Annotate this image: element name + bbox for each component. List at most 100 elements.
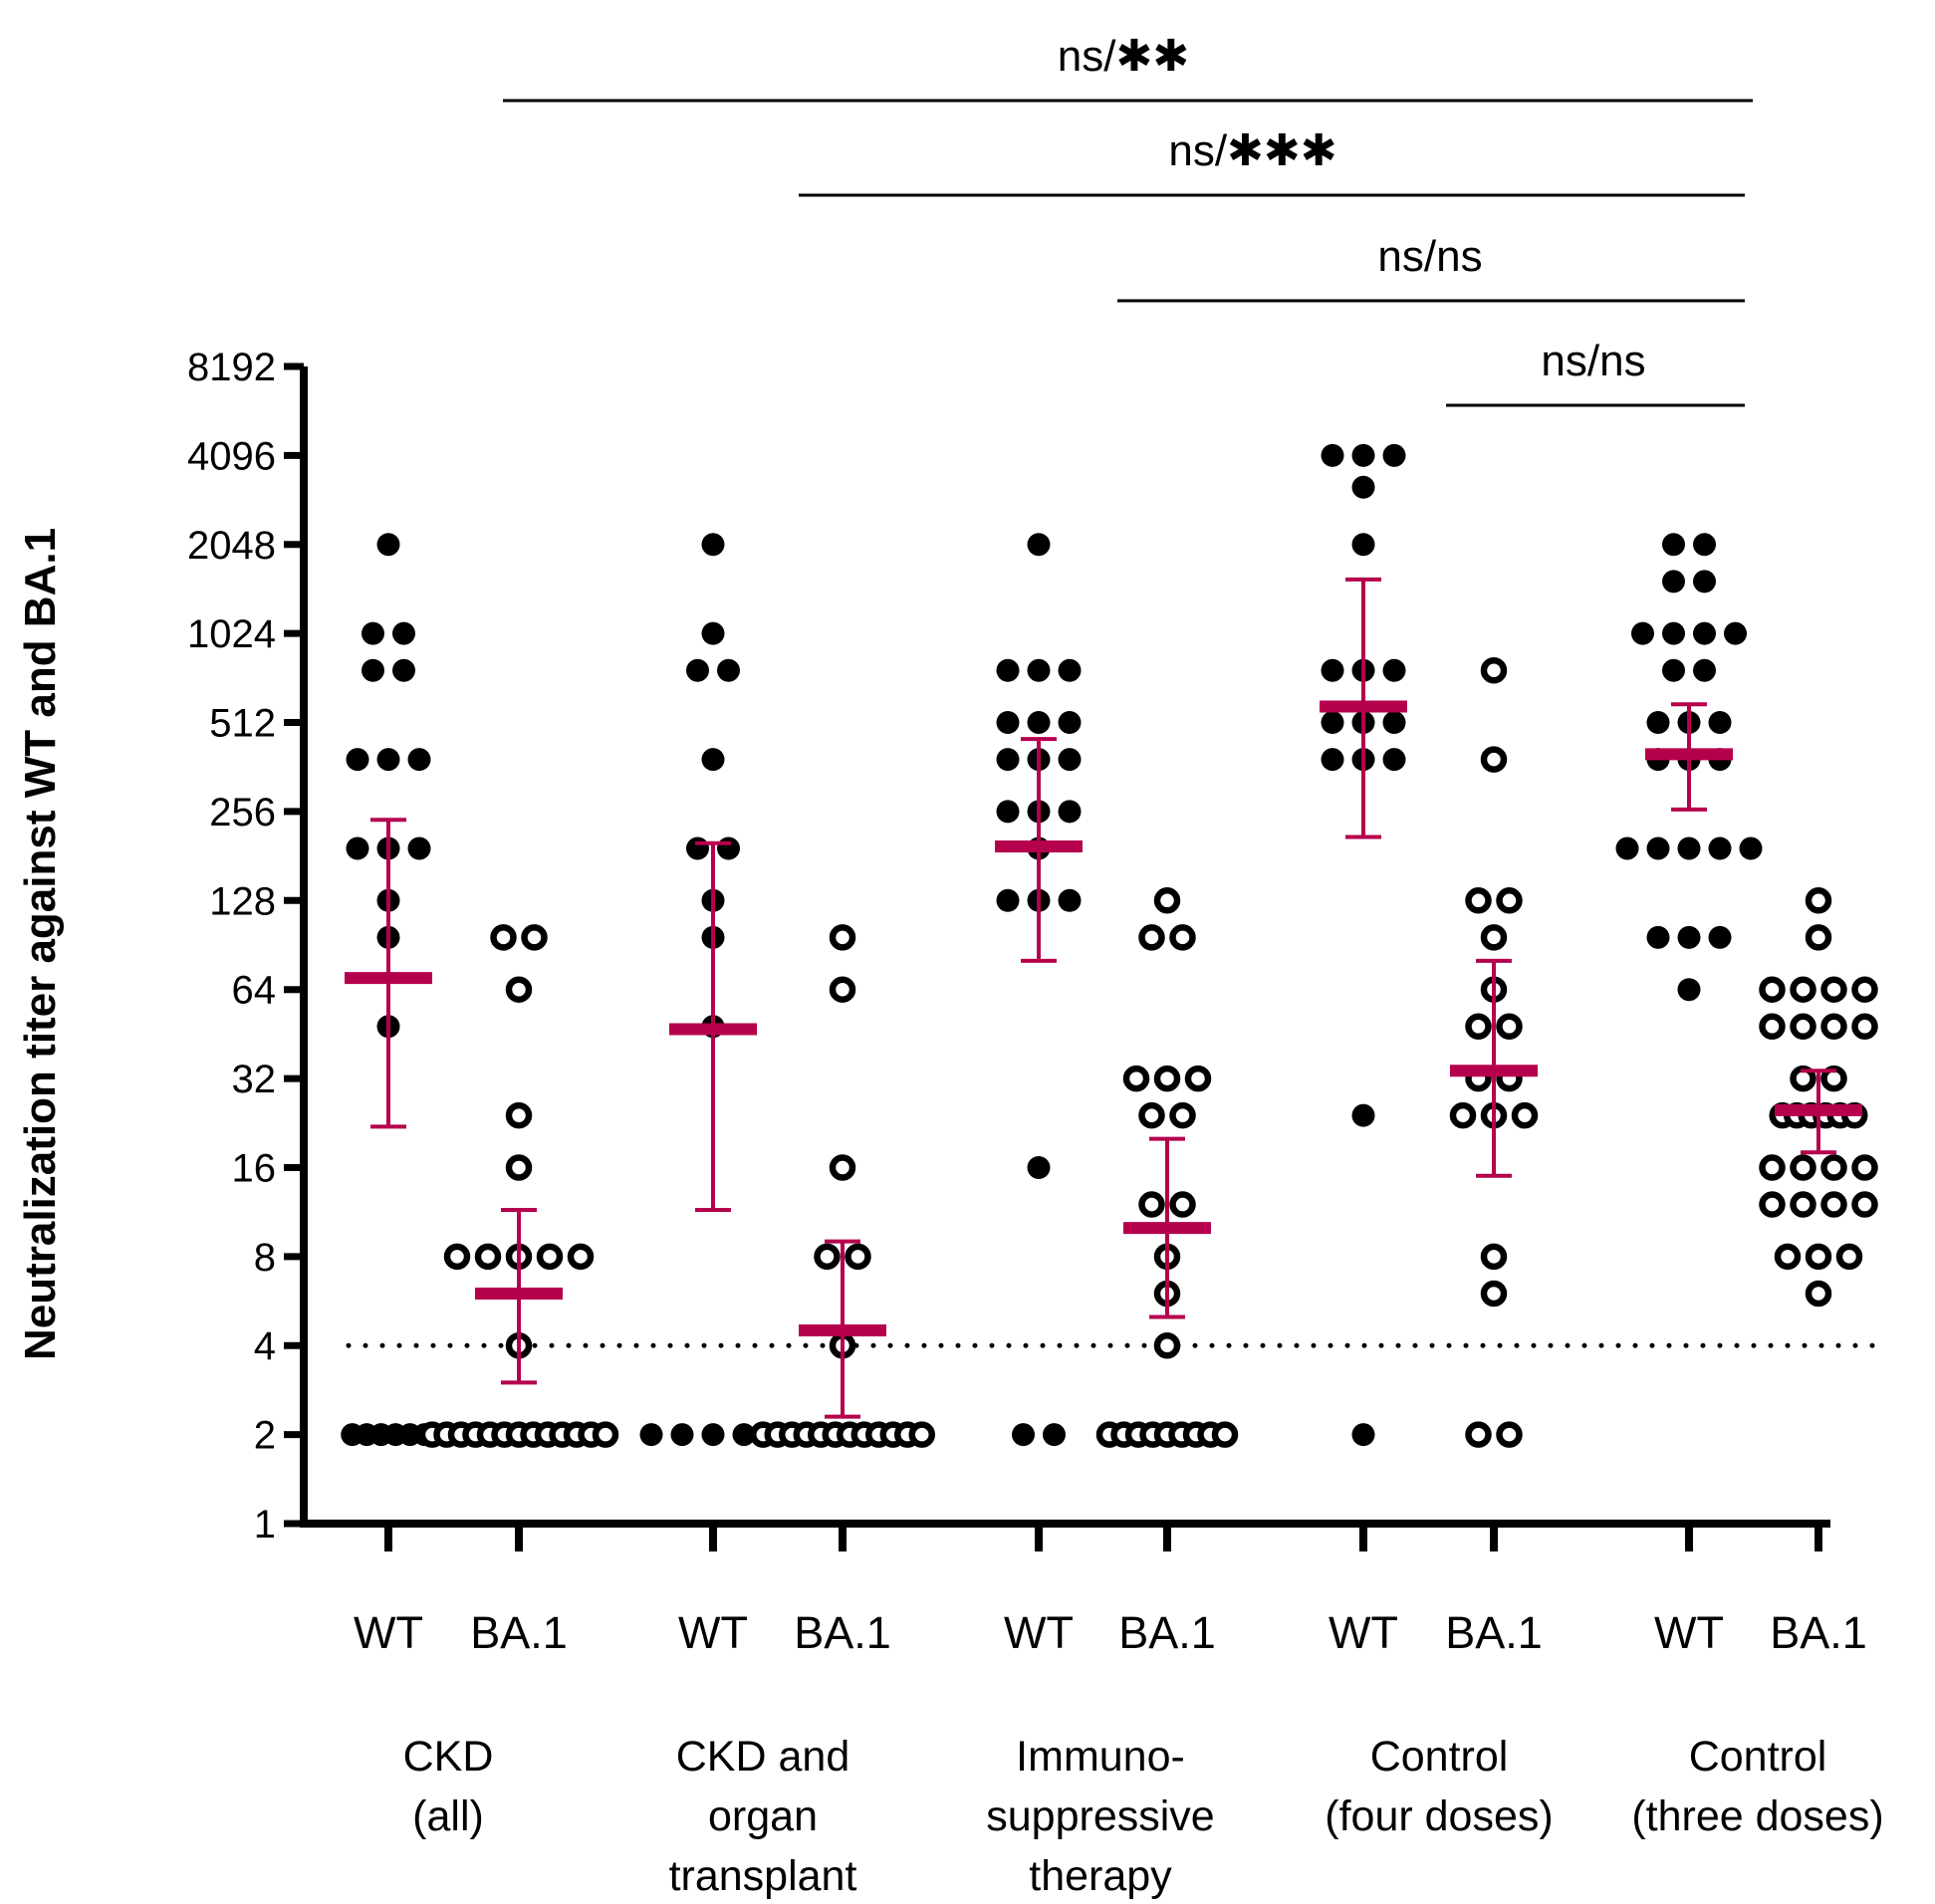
data-point [1790, 1013, 1816, 1041]
data-point [362, 658, 384, 682]
x-tick-label: WT [1329, 1607, 1398, 1658]
data-point [1805, 887, 1832, 914]
data-point [1058, 800, 1082, 824]
data-point [536, 1243, 564, 1271]
data-point [1646, 836, 1670, 860]
data-point [1058, 888, 1082, 912]
x-tick-label: WT [678, 1607, 748, 1658]
data-point [346, 748, 369, 772]
data-point [1805, 1243, 1832, 1271]
y-tick-label: 1024 [187, 612, 276, 656]
data-point [701, 1423, 725, 1447]
data-point [1511, 1101, 1539, 1129]
data-point [490, 924, 517, 951]
data-point [1465, 887, 1492, 914]
data-point [1138, 924, 1165, 951]
group-label: (three doses) [1631, 1792, 1883, 1840]
data-point [1058, 748, 1082, 772]
data-point [1382, 748, 1406, 772]
data-point [1211, 1421, 1239, 1448]
data-point [376, 748, 400, 772]
data-point [639, 1423, 663, 1447]
data-point [996, 888, 1020, 912]
group-label: Control [1689, 1733, 1827, 1781]
data-point [505, 976, 533, 1003]
data-point [1759, 1154, 1786, 1181]
group-label: Immuno- [1016, 1733, 1185, 1781]
group-label: (four doses) [1325, 1792, 1553, 1840]
data-point [474, 1243, 502, 1271]
data-point [701, 533, 725, 557]
data-point [1693, 658, 1716, 682]
data-point [392, 658, 415, 682]
y-tick-label: 1 [254, 1503, 276, 1547]
data-point [829, 924, 856, 951]
data-point [1646, 711, 1670, 735]
y-tick-label: 8192 [187, 346, 276, 389]
data-point [1739, 836, 1763, 860]
data-point [1693, 533, 1716, 557]
data-point [1496, 1421, 1523, 1448]
data-point [1351, 1423, 1375, 1447]
significance-label: ns/ns [1541, 337, 1645, 385]
data-point [1351, 1103, 1375, 1127]
data-point [346, 836, 369, 860]
data-point [1480, 1243, 1508, 1271]
data-point [1662, 658, 1685, 682]
y-tick-label: 4096 [187, 434, 276, 478]
significance-label: ns/✱✱✱ [1168, 126, 1336, 175]
x-tick-label: BA.1 [1770, 1607, 1867, 1658]
data-point [1496, 887, 1523, 914]
significance-label: ns/✱✱ [1058, 32, 1189, 81]
data-point [1677, 925, 1701, 949]
y-axis-label: Neutralization titer against WT and BA.1 [16, 528, 65, 1360]
y-tick-label: 2 [254, 1414, 276, 1458]
group-label: suppressive [986, 1792, 1214, 1840]
data-point [1480, 746, 1508, 773]
x-tick-label: BA.1 [794, 1607, 891, 1658]
data-point [1496, 1013, 1523, 1041]
data-point [1027, 711, 1051, 735]
y-tick-label: 128 [209, 879, 276, 923]
data-point [1724, 621, 1747, 645]
data-point [1851, 1154, 1878, 1181]
data-point [1465, 1421, 1492, 1448]
data-point [1820, 976, 1847, 1003]
data-point [996, 711, 1020, 735]
data-point [1693, 621, 1716, 645]
data-point [376, 533, 400, 557]
y-tick-label: 256 [209, 791, 276, 834]
data-point [1805, 1280, 1832, 1308]
data-point [1153, 887, 1181, 914]
data-point [701, 748, 725, 772]
data-point [1351, 475, 1375, 499]
data-point [996, 800, 1020, 824]
data-point [717, 836, 740, 860]
data-point [1662, 533, 1685, 557]
data-point [686, 836, 709, 860]
data-point [1790, 1191, 1816, 1218]
data-point [1851, 976, 1878, 1003]
data-point [1677, 836, 1701, 860]
y-tick-label: 64 [232, 969, 277, 1013]
data-point [996, 658, 1020, 682]
data-point [1677, 978, 1701, 1002]
x-tick-label: WT [354, 1607, 423, 1658]
data-point [1759, 1013, 1786, 1041]
data-point [1382, 443, 1406, 467]
data-point [1708, 925, 1732, 949]
data-point [1058, 711, 1082, 735]
data-point [1631, 621, 1654, 645]
data-point [1790, 976, 1816, 1003]
data-point [1027, 1155, 1051, 1179]
data-point [829, 1154, 856, 1181]
data-point [505, 1101, 533, 1129]
data-point [686, 658, 709, 682]
data-point [1790, 1065, 1816, 1092]
data-point [1058, 658, 1082, 682]
y-tick-label: 2048 [187, 524, 276, 568]
x-tick-label: BA.1 [1118, 1607, 1216, 1658]
data-point [701, 621, 725, 645]
